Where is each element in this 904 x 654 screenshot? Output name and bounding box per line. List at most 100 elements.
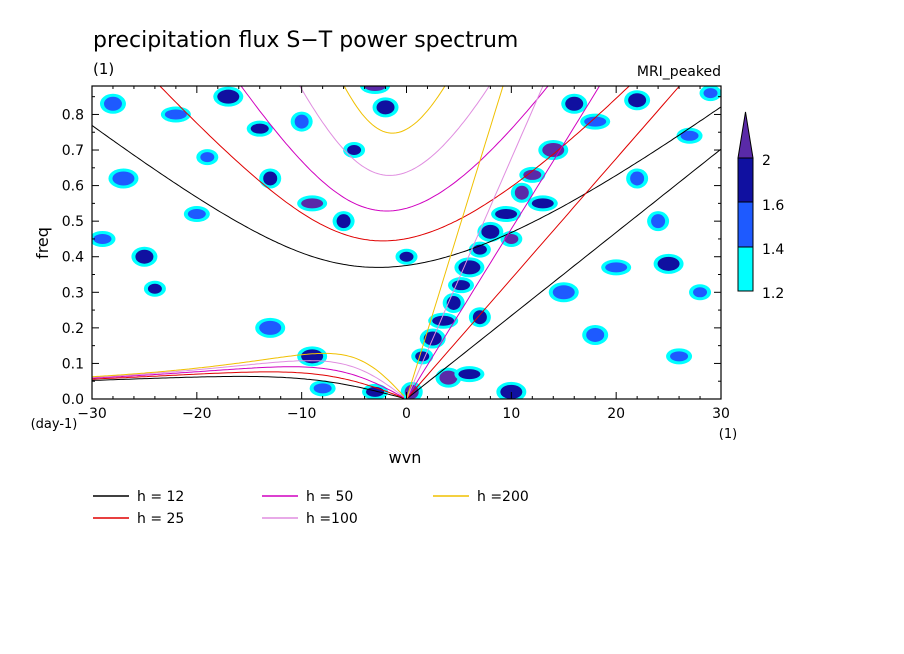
- contour-region-core: [458, 260, 481, 275]
- contour-region-core: [294, 114, 309, 129]
- colorbar-segment: [737, 201, 754, 248]
- rossby-wave-curve: [92, 375, 405, 399]
- contour-region-core: [147, 283, 162, 294]
- y-tick-label: 0.7: [62, 143, 84, 159]
- contour-region-core: [531, 198, 554, 209]
- contour-region-core: [301, 198, 324, 209]
- contour-region-core: [565, 96, 584, 111]
- legend-label: h = 50: [306, 489, 353, 505]
- contour-region-core: [586, 327, 605, 342]
- contour-region-core: [93, 233, 112, 244]
- inertia-gravity-curve: [92, 106, 721, 268]
- contour-region-core: [458, 369, 481, 380]
- contour-region-core: [135, 249, 154, 264]
- contour-region-core: [584, 116, 607, 127]
- x-tick-label: −20: [182, 406, 212, 422]
- contour-region-core: [187, 209, 206, 220]
- contour-region-core: [452, 280, 471, 291]
- contour-layer: [92, 86, 721, 399]
- contour-region-core: [523, 169, 542, 180]
- contour-region-core: [366, 386, 385, 397]
- contour-region-core: [703, 88, 718, 99]
- chart-subtitle-left: (1): [93, 60, 114, 78]
- contour-region-core: [657, 256, 680, 271]
- colorbar-segment: [737, 246, 754, 292]
- chart-subtitle-right: MRI_peaked: [637, 64, 721, 80]
- contour-region-core: [500, 384, 523, 399]
- legend-label: h =100: [306, 511, 358, 527]
- colorbar-top-triangle: [737, 111, 754, 159]
- legend: h = 12 h = 25 h = 50 h =100 h =200: [93, 489, 529, 527]
- y-tick-label: 0.3: [62, 285, 84, 301]
- rossby-wave-curve: [92, 366, 405, 399]
- kelvin-wave-curve: [406, 148, 721, 399]
- colorbar: 1.2 1.4 1.6 2: [737, 111, 784, 302]
- contour-region-core: [439, 370, 458, 385]
- y-axis-unit: (day-1): [31, 417, 78, 432]
- contour-region-core: [605, 262, 628, 273]
- contour-region-core: [472, 310, 487, 325]
- legend-label: h = 12: [137, 489, 184, 505]
- x-tick-label: −10: [287, 406, 317, 422]
- contour-region-core: [693, 287, 708, 298]
- legend-label: h =200: [477, 489, 529, 505]
- contour-region-core: [103, 96, 122, 111]
- colorbar-segment: [737, 157, 754, 203]
- contour-region-core: [112, 171, 135, 186]
- contour-region-core: [250, 123, 269, 134]
- y-axis-label: freq: [33, 227, 52, 259]
- x-tick-label: 0: [402, 406, 411, 422]
- dispersion-curves: [92, 86, 721, 399]
- contour-region-core: [514, 185, 529, 200]
- colorbar-label: 2: [762, 153, 771, 169]
- contour-region-core: [399, 251, 414, 262]
- x-tick-label: 10: [502, 406, 520, 422]
- y-tick-label: 0.2: [62, 321, 84, 337]
- contour-region-core: [259, 320, 282, 335]
- contour-region-core: [336, 214, 351, 229]
- contour-region-core: [347, 145, 362, 156]
- y-axis: 0.0 0.1 0.2 0.3 0.4 0.5 0.6 0.7 0.8: [62, 96, 721, 408]
- inertia-gravity-curve: [343, 86, 446, 134]
- contour-region-core: [552, 285, 575, 300]
- x-tick-label: 30: [712, 406, 730, 422]
- y-tick-label: 0.0: [62, 392, 84, 408]
- y-tick-label: 0.6: [62, 179, 84, 195]
- x-tick-label: 20: [607, 406, 625, 422]
- contour-region-core: [364, 86, 387, 91]
- kelvin-wave-curve: [406, 86, 681, 399]
- contour-region-core: [313, 383, 332, 394]
- contour-region-core: [481, 224, 500, 239]
- inertia-gravity-curve: [159, 86, 631, 242]
- contour-region-core: [504, 233, 519, 244]
- chart-title: precipitation flux S−T power spectrum: [93, 28, 518, 53]
- contour-region-core: [495, 209, 518, 220]
- contour-region-core: [263, 171, 278, 186]
- contour-region-core: [376, 100, 395, 115]
- contour-region-core: [630, 171, 645, 186]
- colorbar-label: 1.6: [762, 198, 784, 214]
- contour-region-core: [217, 89, 240, 104]
- x-axis-label: wvn: [389, 448, 422, 467]
- inertia-gravity-curve: [299, 86, 490, 176]
- contour-region-core: [301, 349, 324, 364]
- x-axis: −30 −20 −10 0 10 20 30: [77, 86, 730, 422]
- colorbar-label: 1.2: [762, 286, 784, 302]
- contour-region-core: [670, 351, 689, 362]
- contour-region-core: [628, 93, 647, 108]
- colorbar-label: 1.4: [762, 242, 784, 258]
- contour-region-core: [542, 143, 565, 158]
- kelvin-wave-curve: [406, 86, 504, 399]
- x-tick-label: −30: [77, 406, 107, 422]
- contour-region-core: [432, 315, 455, 326]
- rossby-wave-curve: [92, 360, 405, 398]
- rossby-wave-curve: [92, 371, 405, 399]
- rossby-wave-curve: [92, 352, 405, 397]
- y-tick-label: 0.8: [62, 107, 84, 123]
- inertia-gravity-curve: [240, 86, 549, 212]
- y-tick-label: 0.1: [62, 356, 84, 372]
- contour-region-core: [164, 109, 187, 120]
- y-tick-label: 0.5: [62, 214, 84, 230]
- kelvin-wave-curve: [406, 86, 601, 399]
